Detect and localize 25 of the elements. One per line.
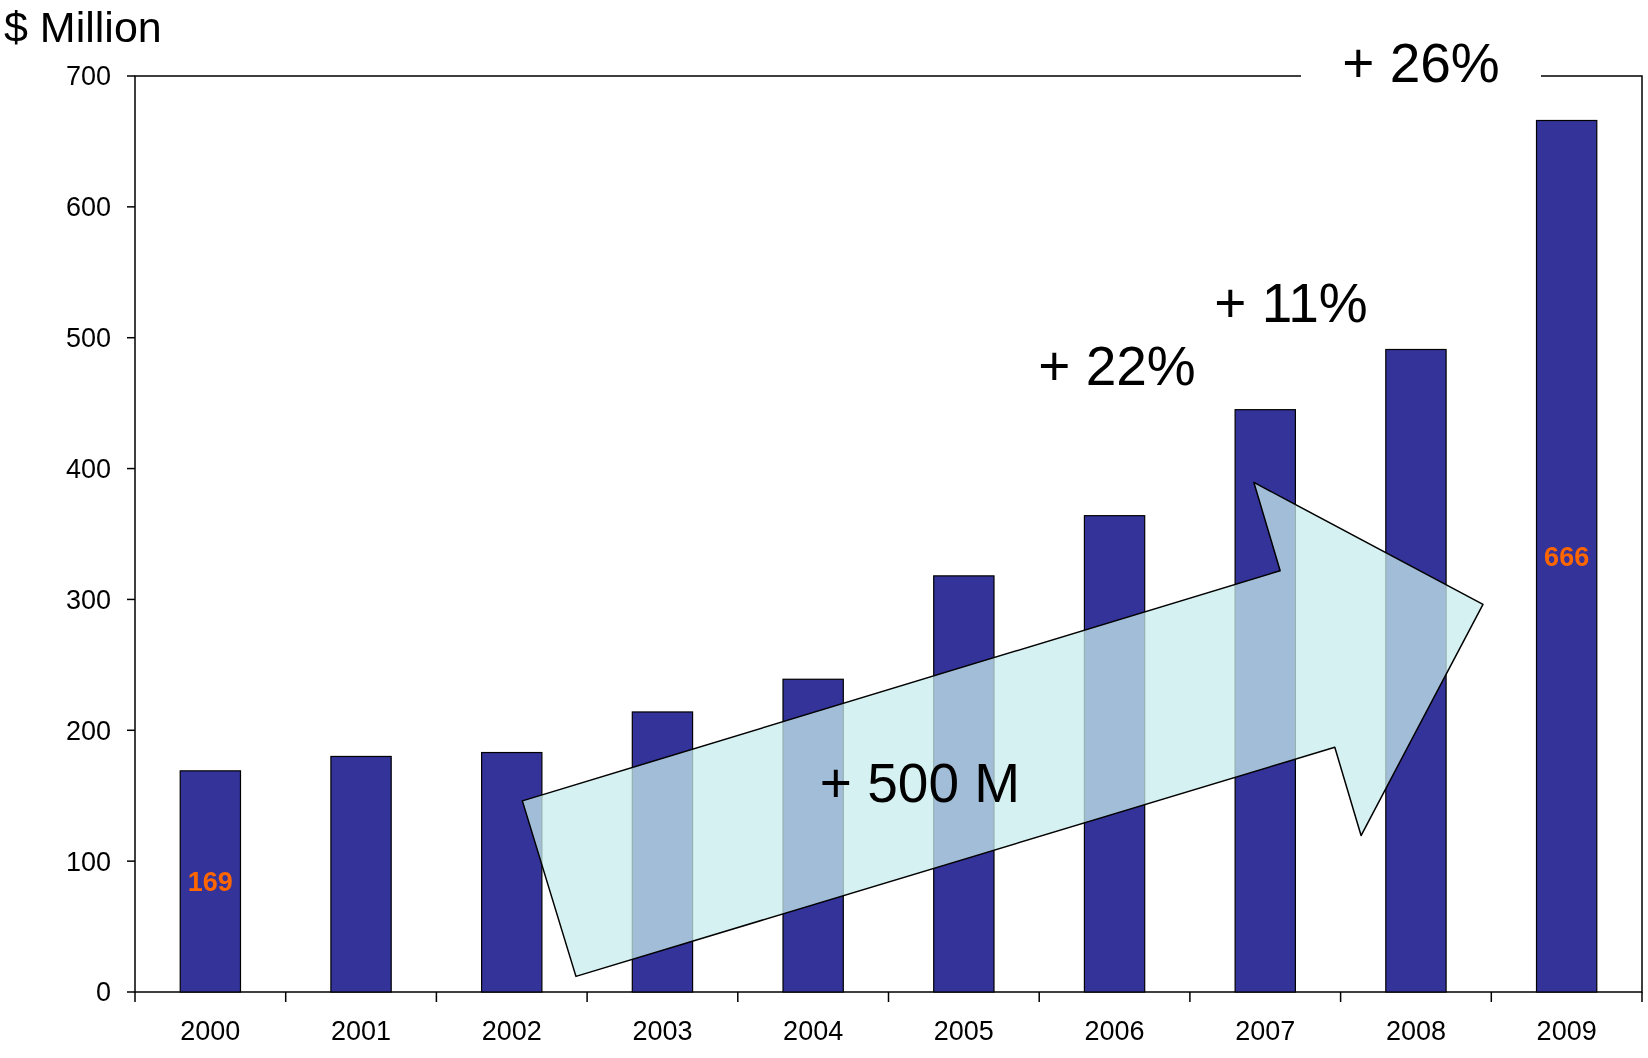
annotation: + 500 M <box>819 752 1021 814</box>
y-tick-label: 100 <box>65 846 111 877</box>
data-label: 666 <box>1544 541 1590 572</box>
x-tick-label: 2004 <box>783 1016 844 1046</box>
y-tick-label: 300 <box>65 584 111 615</box>
y-tick-label: 600 <box>65 192 111 223</box>
x-tick-label: 2001 <box>331 1016 392 1046</box>
x-tick-label: 2005 <box>933 1016 994 1046</box>
y-tick-label: 400 <box>65 454 111 485</box>
data-label: 169 <box>187 866 233 897</box>
annotation: + 26% <box>1342 32 1500 94</box>
annotation: + 11% <box>1214 272 1368 334</box>
y-tick-label: 500 <box>65 323 111 354</box>
y-axis-title: $ Million <box>4 3 162 51</box>
y-tick-label: 0 <box>95 977 111 1008</box>
x-tick-label: 2000 <box>180 1016 241 1046</box>
x-tick-label: 2006 <box>1084 1016 1145 1046</box>
x-tick-label: 2008 <box>1385 1016 1446 1046</box>
y-tick-label: 200 <box>65 715 111 746</box>
x-tick-label: 2009 <box>1536 1016 1597 1046</box>
y-tick-label: 700 <box>65 61 111 92</box>
x-tick-label: 2007 <box>1235 1016 1296 1046</box>
annotation: + 22% <box>1038 335 1196 397</box>
x-tick-label: 2002 <box>481 1016 542 1046</box>
x-tick-label: 2003 <box>632 1016 693 1046</box>
